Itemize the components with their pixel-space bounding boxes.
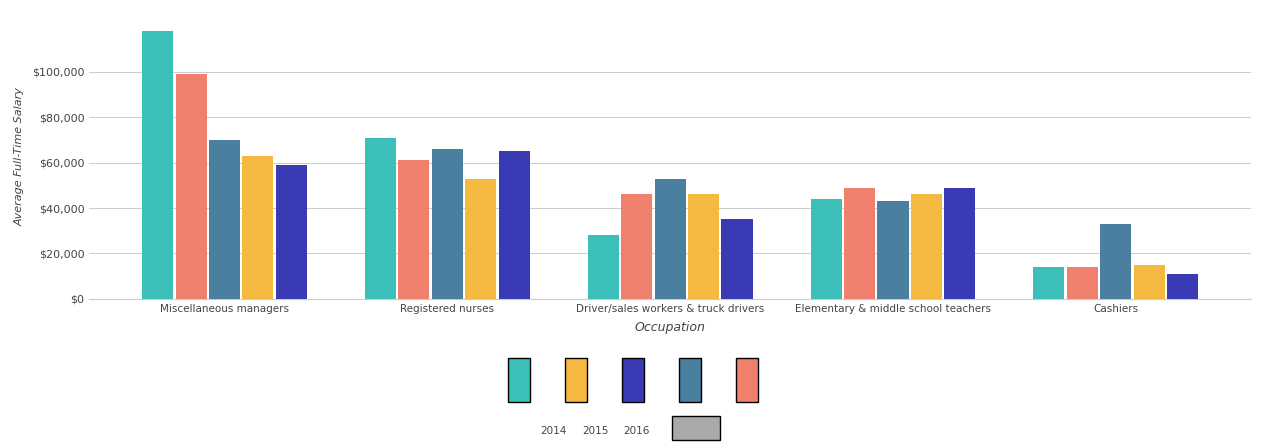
Bar [209,140,241,299]
Bar [142,31,173,299]
Bar [365,138,396,299]
Bar [877,201,909,299]
Bar [1167,274,1198,299]
Bar [432,149,463,299]
Bar [655,178,686,299]
Bar [810,199,842,299]
Bar [465,178,496,299]
Bar [722,219,752,299]
Text: 2016: 2016 [624,426,649,435]
X-axis label: Occupation: Occupation [634,320,705,333]
Bar [176,74,206,299]
Bar [1067,267,1098,299]
Bar [910,194,942,299]
Bar [587,235,619,299]
Text: 2015: 2015 [582,426,608,435]
Bar [1133,265,1165,299]
Bar [622,194,652,299]
Bar [1033,267,1065,299]
Bar [687,194,719,299]
Bar [276,165,306,299]
Bar [399,160,429,299]
Bar [944,188,975,299]
Bar [499,151,529,299]
Text: 2014: 2014 [541,426,566,435]
Bar [242,156,273,299]
Bar [844,188,875,299]
Y-axis label: Average Full-Time Salary: Average Full-Time Salary [15,88,25,226]
Bar [1100,224,1132,299]
